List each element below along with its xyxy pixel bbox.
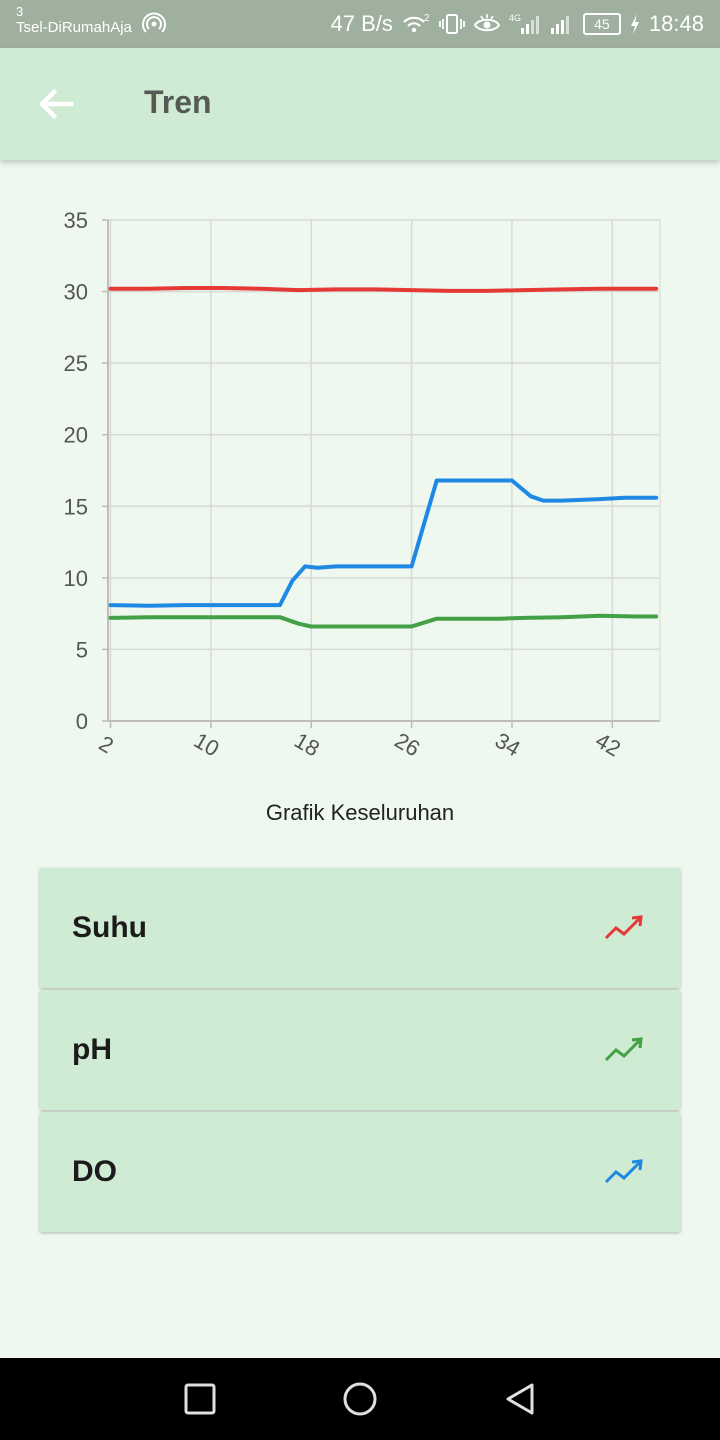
clock: 18:48	[648, 11, 704, 36]
status-icons: 47 B/s 2 4G 45	[331, 10, 704, 38]
system-nav-bar	[0, 1358, 720, 1440]
y-tick-label: 30	[64, 280, 88, 305]
status-bar: 3 Tsel-DiRumahAja 47 B/s 2 4G	[0, 0, 720, 48]
card-ph[interactable]: pH	[40, 990, 680, 1110]
series-line-do	[108, 478, 659, 608]
network-type: 4G	[509, 13, 521, 23]
y-tick-label: 20	[64, 423, 88, 448]
card-do[interactable]: DO	[40, 1112, 680, 1232]
card-label: Suhu	[72, 911, 147, 944]
network-speed: 47 B/s	[330, 11, 393, 36]
card-suhu[interactable]: Suhu	[40, 868, 680, 988]
x-tick-label: 10	[190, 728, 224, 762]
signal-icon: 4G	[509, 13, 539, 34]
trend-chart: 0 5 10 15 20 25 30 35 2 10 18 26 34 42	[40, 200, 680, 800]
trending-up-icon	[604, 1159, 643, 1184]
line-chart: 0 5 10 15 20 25 30 35 2 10 18 26 34 42	[64, 208, 661, 762]
recent-apps-icon[interactable]	[180, 1379, 220, 1419]
page-title: Tren	[144, 84, 212, 120]
y-tick-label: 35	[64, 208, 88, 233]
battery-icon: 45	[582, 13, 621, 35]
vibrate-icon	[439, 14, 465, 34]
back-icon[interactable]	[500, 1379, 540, 1419]
eye-comfort-icon	[473, 14, 501, 32]
y-tick-label: 15	[64, 494, 88, 519]
x-tick-label: 18	[290, 728, 324, 762]
series-line-ph	[108, 613, 659, 629]
y-tick-label: 10	[64, 566, 88, 591]
signal-icon	[550, 16, 569, 34]
back-button[interactable]	[24, 72, 88, 136]
series-line-suhu	[108, 286, 659, 293]
card-label: DO	[72, 1155, 117, 1188]
x-tick-label: 42	[591, 728, 625, 762]
parameter-list: Suhu pH DO	[40, 868, 680, 1234]
x-tick-label: 34	[491, 728, 525, 762]
y-tick-label: 5	[76, 637, 88, 662]
card-label: pH	[72, 1033, 112, 1066]
carrier-info: 3 Tsel-DiRumahAja	[16, 4, 132, 36]
x-tick-label: 26	[390, 728, 424, 762]
arrow-left-icon	[38, 88, 74, 120]
trending-up-icon	[604, 915, 643, 940]
svg-text:2: 2	[424, 13, 430, 24]
x-tick-label: 2	[95, 731, 118, 759]
home-icon[interactable]	[340, 1379, 380, 1419]
y-tick-label: 0	[76, 709, 88, 734]
wifi-calling-icon: 2	[403, 13, 430, 33]
chart-caption: Grafik Keseluruhan	[265, 800, 455, 825]
sim-slot: 3	[16, 4, 24, 19]
charging-icon	[630, 14, 639, 34]
trending-up-icon	[604, 1037, 643, 1062]
hotspot-icon	[142, 12, 166, 33]
y-tick-label: 25	[64, 351, 88, 376]
app-bar: Tren	[0, 48, 720, 160]
carrier-name: Tsel-DiRumahAja	[16, 19, 132, 36]
